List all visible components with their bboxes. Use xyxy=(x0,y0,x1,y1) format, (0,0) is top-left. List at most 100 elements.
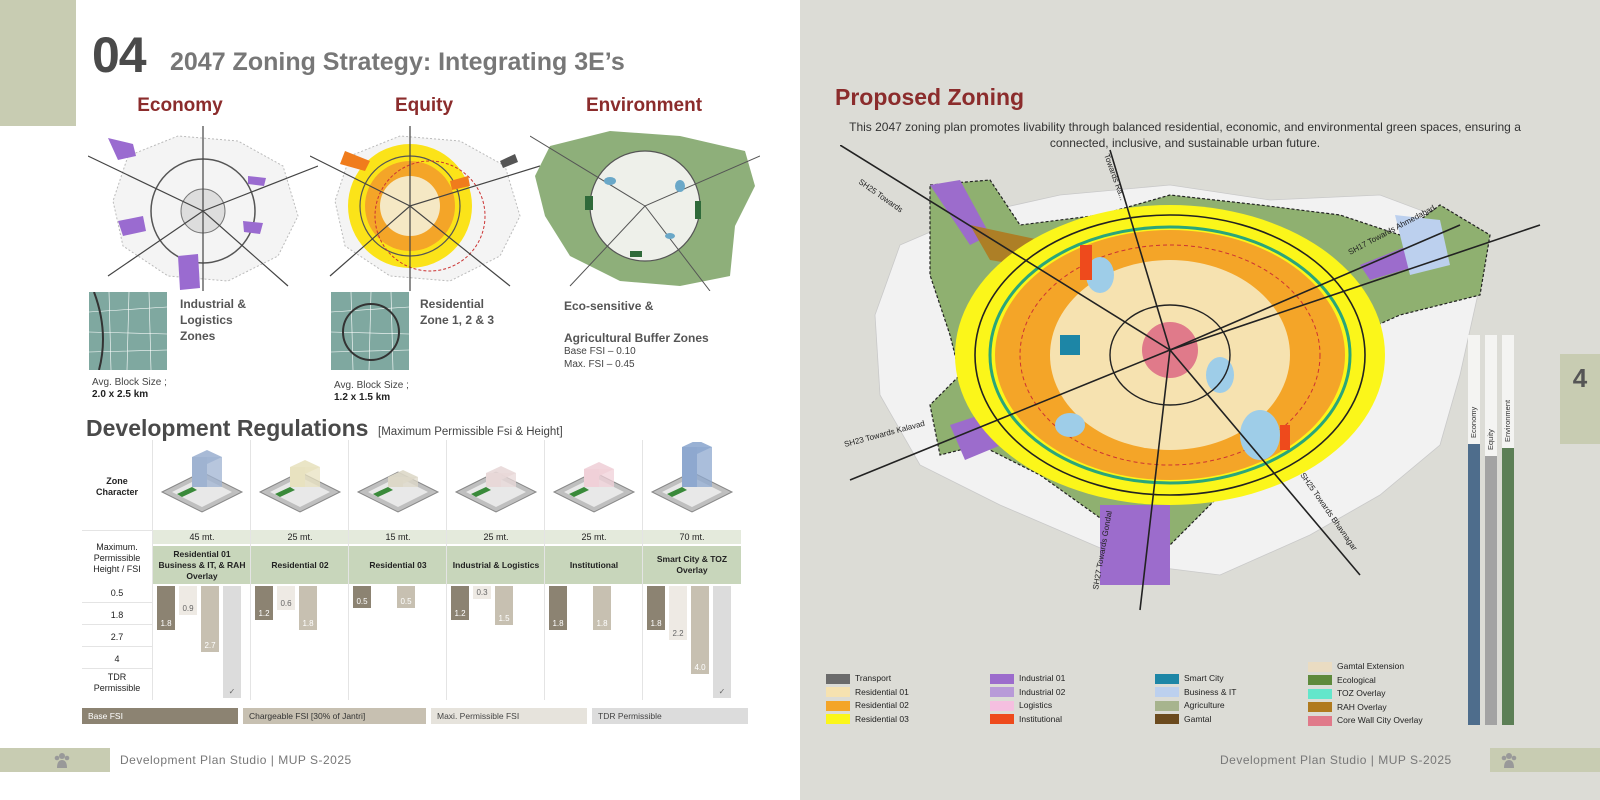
zone-name: Industrial & Logistics xyxy=(447,546,545,584)
legend-label: Institutional xyxy=(1019,713,1062,724)
fsi-bar: 0.3 xyxy=(473,586,491,600)
heading-equity: Equity xyxy=(394,95,454,116)
legend-label: Residential 03 xyxy=(855,713,909,724)
legend-swatch xyxy=(826,714,850,725)
legend-swatch xyxy=(1155,687,1179,698)
row-label-tdr: TDR Permissible xyxy=(93,672,141,693)
tdr-check-icon: ✓ xyxy=(228,687,236,696)
zone-name: Institutional xyxy=(545,546,643,584)
legend-swatch xyxy=(826,700,850,711)
tdr-check-icon: ✓ xyxy=(718,687,726,696)
zone-character-illustration xyxy=(552,462,636,513)
legend-swatch xyxy=(1308,702,1332,713)
equity-block-size: Avg. Block Size ; 1.2 x 1.5 km xyxy=(334,380,409,403)
legend-label: TOZ Overlay xyxy=(1337,688,1386,698)
legend-item: Ecological xyxy=(1308,674,1376,686)
legend-item: Residential 03 xyxy=(826,713,909,725)
fsi-bar-label: 4.0 xyxy=(694,663,706,672)
legend-item: Gamtal xyxy=(1155,713,1211,725)
fsi-bar: 0.5 xyxy=(397,586,415,608)
zone-character-illustration xyxy=(356,470,440,513)
legend-item: Industrial 01 xyxy=(990,672,1065,684)
zone-height: 70 mt. xyxy=(643,530,741,544)
table-grid-line xyxy=(82,624,152,625)
dev-regulations-title: Development Regulations xyxy=(86,415,369,441)
heading-economy: Economy xyxy=(137,95,223,116)
tdr-bar: ✓ xyxy=(713,586,731,698)
legend-label: Industrial 01 xyxy=(1019,673,1066,683)
fsi-bar: 1.8 xyxy=(549,586,567,630)
fsi-bar: 4.0 xyxy=(691,586,709,674)
fsi-bar-label: 1.8 xyxy=(302,619,314,628)
legend-label: Industrial 02 xyxy=(1019,686,1066,697)
legend-label: Logistics xyxy=(1019,700,1053,710)
fsi-bar-label: 0.6 xyxy=(280,598,292,608)
legend-item: Gamtal Extension xyxy=(1308,660,1404,672)
legend-label: Transport xyxy=(855,673,892,683)
fsi-bar: 1.2 xyxy=(451,586,469,620)
zone-height: 45 mt. xyxy=(153,530,251,544)
legend-item: Institutional xyxy=(990,713,1062,725)
people-icon xyxy=(54,753,70,768)
zone-height: 25 mt. xyxy=(545,530,643,544)
zone-height: 25 mt. xyxy=(447,530,545,544)
fsi-bar: 0.9 xyxy=(179,586,197,615)
legend-swatch xyxy=(826,687,850,698)
legend-swatch xyxy=(990,714,1014,725)
e-bar-label: Equity xyxy=(1486,429,1495,450)
fsi-bar: 0.6 xyxy=(277,586,295,610)
people-icon xyxy=(1501,753,1517,768)
fsi-bar: 2.7 xyxy=(201,586,219,652)
zone-height: 25 mt. xyxy=(251,530,349,544)
tdr-bar: ✓ xyxy=(223,586,241,698)
fsi-bar-label: 1.2 xyxy=(454,608,466,618)
table-grid-line xyxy=(82,668,152,669)
legend-swatch xyxy=(990,687,1014,698)
legend-swatch xyxy=(1308,715,1332,726)
legend-label: Smart City xyxy=(1184,673,1224,683)
legend-label: Residential 02 xyxy=(855,700,909,710)
legend-swatch xyxy=(1308,688,1332,699)
legend-label: Gamtal xyxy=(1184,713,1212,724)
row-label-level-1: 1.8 xyxy=(110,610,124,620)
fsi-bar-label: 1.5 xyxy=(498,613,510,623)
section-title: 2047 Zoning Strategy: Integrating 3E’s xyxy=(170,48,625,76)
environment-zone-label-1: Eco-sensitive & xyxy=(564,299,654,313)
fsi-bar: 1.8 xyxy=(647,586,665,630)
fsi-bar-label: 1.8 xyxy=(552,619,564,628)
zone-column: 25 mt. Industrial & Logistics 1.2 0.3 1.5 xyxy=(446,440,545,700)
economy-zone-label: Industrial & Logistics Zones xyxy=(180,297,247,343)
fsi-bar: 1.2 xyxy=(255,586,273,620)
fsi-bar-label: 1.8 xyxy=(650,619,662,628)
footer-text-right: Development Plan Studio | MUP S-2025 xyxy=(1220,753,1452,767)
zone-character-illustration xyxy=(650,442,734,513)
legend-label: Ecological xyxy=(1337,674,1376,685)
legend-swatch xyxy=(1155,700,1179,711)
legend-base-fsi: Base FSI xyxy=(82,708,238,724)
economy-zone-thumbnail xyxy=(89,292,167,370)
legend-swatch xyxy=(990,673,1014,684)
legend-swatch xyxy=(1155,714,1179,725)
legend-max-fsi: Maxi. Permissible FSI xyxy=(431,708,587,724)
legend-item: Agriculture xyxy=(1155,699,1225,711)
fsi-bar-label: 0.9 xyxy=(182,603,194,613)
fsi-bar: 1.5 xyxy=(495,586,513,625)
legend-item: TOZ Overlay xyxy=(1308,687,1386,699)
legend-item: RAH Overlay xyxy=(1308,701,1387,713)
proposed-zoning-title: Proposed Zoning xyxy=(835,84,1025,110)
zone-name: Residential 01 Business & IT, & RAH Over… xyxy=(153,546,251,584)
fsi-bar-label: 2.2 xyxy=(672,628,684,638)
economy-block-size: Avg. Block Size ; 2.0 x 2.5 km xyxy=(92,377,167,400)
legend-label: Business & IT xyxy=(1184,686,1237,697)
fsi-bar-label: 1.8 xyxy=(160,619,172,628)
road-label-sh25: SH25 Towards xyxy=(857,177,905,214)
e-bar-label: Economy xyxy=(1469,406,1478,438)
proposed-zoning-map: SH25 Towards Towards Ra... SH17 Towards … xyxy=(840,145,1541,611)
fsi-bar-label: 1.2 xyxy=(258,608,270,618)
fsi-bar: 2.2 xyxy=(669,586,687,640)
proposed-zoning-description: This 2047 zoning plan promotes livabilit… xyxy=(849,120,1521,150)
legend-swatch xyxy=(990,700,1014,711)
environment-max-fsi: Max. FSI – 0.45 xyxy=(564,359,635,370)
zone-height: 15 mt. xyxy=(349,530,447,544)
section-number: 04 xyxy=(92,27,147,83)
